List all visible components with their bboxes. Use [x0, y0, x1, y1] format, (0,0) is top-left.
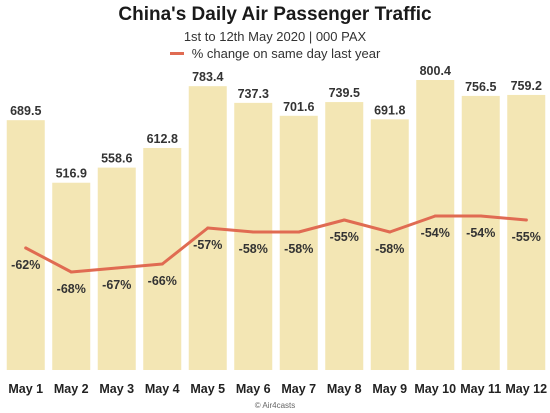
bar [279, 115, 318, 370]
line-point [69, 270, 73, 274]
bar-value-label: 701.6 [283, 100, 314, 114]
line-point [524, 218, 528, 222]
percent-change-label: -67% [102, 278, 131, 292]
bar [325, 102, 364, 370]
line-point [433, 214, 437, 218]
line-point [388, 230, 392, 234]
percent-change-label: -58% [284, 242, 313, 256]
bar [461, 95, 500, 371]
bar-value-label: 739.5 [329, 86, 360, 100]
chart-subtitle: 1st to 12th May 2020 | 000 PAX [183, 29, 367, 44]
percent-change-label: -55% [330, 230, 359, 244]
bar-value-label: 800.4 [420, 64, 451, 78]
percent-change-label: -55% [512, 230, 541, 244]
bar-value-label: 691.8 [374, 103, 405, 117]
bar [143, 147, 182, 370]
x-axis-labels: May 1 May 2 May 3 May 4 May 5 May 6 May 7 May 8… [8, 382, 547, 396]
x-tick-label: May 3 [99, 382, 134, 396]
bar-value-label: 759.2 [511, 79, 542, 93]
bar [234, 102, 273, 371]
bar [507, 94, 546, 370]
bar [52, 182, 91, 370]
x-tick-label: May 8 [327, 382, 362, 396]
credit-text: © Air4casts [254, 401, 296, 410]
line-point [251, 230, 255, 234]
bar [416, 80, 455, 370]
line-point [479, 214, 483, 218]
x-tick-label: May 12 [505, 382, 547, 396]
bar-value-label: 558.6 [101, 152, 132, 166]
x-tick-label: May 2 [54, 382, 89, 396]
bar-value-label: 756.5 [465, 80, 496, 94]
bar [370, 119, 409, 370]
x-tick-label: May 1 [8, 382, 43, 396]
bar-value-label: 737.3 [238, 87, 269, 101]
line-points [24, 214, 528, 274]
x-tick-label: May 4 [145, 382, 180, 396]
percent-change-label: -54% [466, 226, 495, 240]
legend: % change on same day last year [0, 46, 550, 61]
percent-change-label: -58% [239, 242, 268, 256]
percent-change-label: -57% [193, 238, 222, 252]
bar-labels: 689.5 516.9 558.6 612.8 783.4 737.3 701.6 739.5… [10, 64, 542, 181]
x-tick-label: May 11 [460, 382, 501, 396]
percent-change-label: -54% [421, 226, 450, 240]
bar-value-label: 783.4 [192, 70, 223, 84]
percent-labels: -62% -68% -67% -66% -57% -58% -58% -55% -58% -54%… [11, 226, 541, 296]
x-tick-label: May 5 [190, 382, 225, 396]
x-tick-label: May 9 [372, 382, 407, 396]
bars [6, 80, 546, 371]
line-point [297, 230, 301, 234]
percent-change-label: -58% [375, 242, 404, 256]
chart-title: China's Daily Air Passenger Traffic [118, 4, 432, 25]
percent-change-label: -66% [148, 274, 177, 288]
percent-change-label: -68% [57, 282, 86, 296]
line-point [160, 262, 164, 266]
line-point [342, 218, 346, 222]
legend-label: % change on same day last year [191, 46, 381, 61]
percent-change-label: -62% [11, 258, 40, 272]
bar-value-label: 516.9 [56, 167, 87, 181]
change-line [24, 214, 528, 274]
line-point [206, 226, 210, 230]
legend-swatch [169, 52, 184, 55]
bar-value-label: 689.5 [10, 104, 41, 118]
bar-value-label: 612.8 [147, 132, 178, 146]
line-point [24, 246, 28, 250]
line-point [115, 266, 119, 270]
x-tick-label: May 10 [414, 382, 456, 396]
x-tick-label: May 6 [236, 382, 271, 396]
x-tick-label: May 7 [281, 382, 316, 396]
bar [6, 120, 45, 371]
